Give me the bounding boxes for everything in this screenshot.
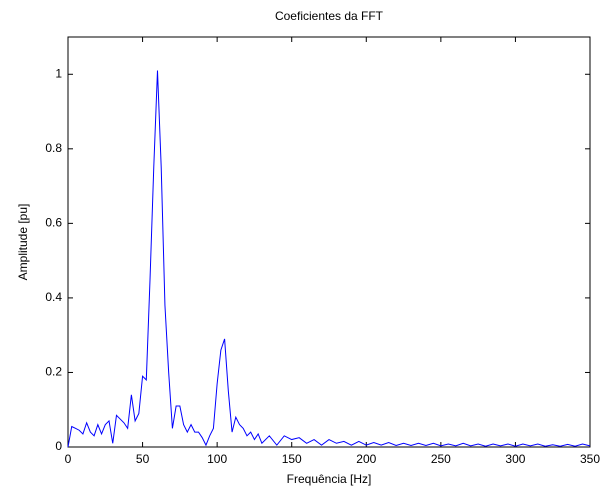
y-tick-label: 0.2 xyxy=(45,365,62,379)
data-line xyxy=(67,70,591,448)
x-tick-label: 150 xyxy=(282,452,302,466)
y-axis-label: Amplitude [pu] xyxy=(16,204,30,281)
plot-area xyxy=(67,36,591,448)
x-axis-label: Frequência [Hz] xyxy=(287,472,372,486)
y-tick-label: 1 xyxy=(55,66,62,80)
chart-title: Coeficientes da FFT xyxy=(275,9,384,23)
x-tick-label: 350 xyxy=(580,452,600,466)
y-tick-label: 0 xyxy=(55,439,62,453)
x-tick-label: 250 xyxy=(431,452,451,466)
y-tick-label: 0.4 xyxy=(45,290,62,304)
y-tick-label: 0.6 xyxy=(45,216,62,230)
x-tick-label: 200 xyxy=(356,452,376,466)
x-tick-label: 100 xyxy=(207,452,227,466)
y-tick-label: 0.8 xyxy=(45,141,62,155)
x-tick-label: 300 xyxy=(505,452,525,466)
x-tick-label: 0 xyxy=(65,452,72,466)
x-tick-label: 50 xyxy=(136,452,150,466)
